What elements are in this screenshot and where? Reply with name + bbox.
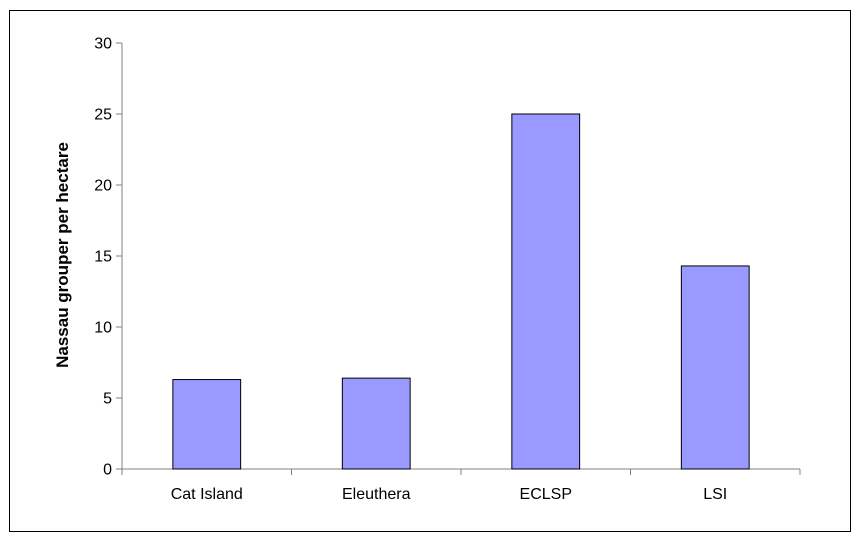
bar-eclsp (511, 113, 581, 470)
x-ticks: Cat Island Eleuthera ECLSP LSI (121, 469, 801, 503)
x-tick-label: ECLSP (520, 486, 572, 503)
y-tick-label: 30 (94, 36, 112, 53)
y-tick-label: 5 (103, 391, 112, 408)
bar-eleuthera (341, 377, 411, 470)
x-tick-label: LSI (703, 486, 727, 503)
y-tick-label: 0 (103, 462, 112, 479)
bar-cat-island (172, 379, 242, 470)
y-tick-label: 15 (94, 249, 112, 266)
y-tick-label: 25 (94, 107, 112, 124)
y-tick-label: 10 (94, 320, 112, 337)
x-tick-label: Eleuthera (342, 486, 411, 503)
y-ticks: 0 5 10 15 20 25 30 (94, 36, 122, 479)
bars (172, 113, 750, 470)
bar-lsi (680, 265, 750, 470)
y-tick-label: 20 (94, 178, 112, 195)
x-tick-label: Cat Island (171, 486, 243, 503)
y-axis-label: Nassau grouper per hectare (53, 142, 72, 368)
